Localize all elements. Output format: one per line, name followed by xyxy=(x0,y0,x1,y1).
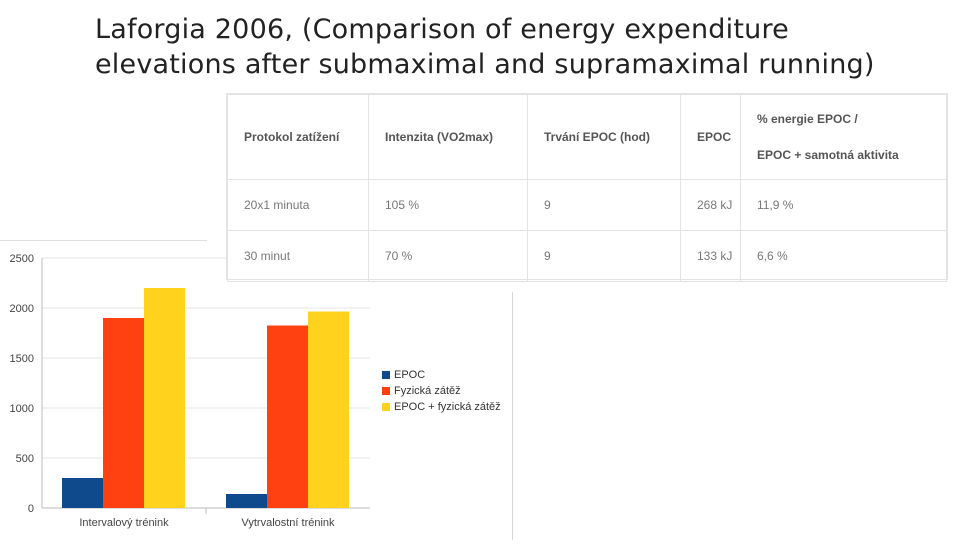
chart-right-divider xyxy=(512,292,513,540)
bar xyxy=(144,288,185,508)
bar xyxy=(226,494,267,508)
cell-epoc: 268 kJ xyxy=(680,179,741,231)
table-row: 30 minut 70 % 9 133 kJ 6,6 % xyxy=(227,230,947,282)
bar xyxy=(62,478,103,508)
cell-intensity: 70 % xyxy=(368,230,528,282)
cell-share: 6,6 % xyxy=(740,230,947,282)
slide-title: Laforgia 2006, (Comparison of energy exp… xyxy=(95,12,935,82)
chart-legend: EPOC Fyzická zátěž EPOC + fyzická zátěž xyxy=(382,367,501,415)
header-share-bottom: EPOC + samotná aktivita xyxy=(757,148,899,162)
header-protocol: Protokol zatížení xyxy=(227,94,369,180)
legend-label-epoc-plus-load: EPOC + fyzická zátěž xyxy=(394,401,501,413)
header-share-top: % energie EPOC / xyxy=(757,112,858,126)
chart-top-divider xyxy=(0,240,207,241)
legend-item-physical-load: Fyzická zátěž xyxy=(382,383,501,399)
y-tick-label: 2000 xyxy=(10,303,34,315)
header-epoc: EPOC xyxy=(680,94,741,180)
y-tick-label: 1500 xyxy=(10,353,34,365)
legend-label-epoc: EPOC xyxy=(394,369,426,381)
bar-chart: 0 500 1000 1500 2000 2500 Intervalový trénink V… xyxy=(10,253,370,529)
bar xyxy=(267,325,308,508)
slide-title-line-2: elevations after submaximal and supramax… xyxy=(95,49,875,80)
cell-protocol: 20x1 minuta xyxy=(227,179,369,231)
cell-epoc: 133 kJ xyxy=(680,230,741,282)
header-duration: Trvání EPOC (hod) xyxy=(527,94,681,180)
header-intensity: Intenzita (VO2max) xyxy=(368,94,528,180)
bar xyxy=(103,318,144,508)
table-header-row: Protokol zatížení Intenzita (VO2max) Trv… xyxy=(227,94,947,180)
legend-swatch-epoc-plus-load xyxy=(382,403,390,411)
x-tick-label: Vytrvalostní trénink xyxy=(241,517,335,529)
cell-intensity: 105 % xyxy=(368,179,528,231)
bar xyxy=(308,311,349,508)
cell-duration: 9 xyxy=(527,179,681,231)
cell-share: 11,9 % xyxy=(740,179,947,231)
bar-chart-panel: 0 500 1000 1500 2000 2500 Intervalový trénink V… xyxy=(0,240,515,540)
x-tick-label: Intervalový trénink xyxy=(79,517,169,529)
y-tick-label: 1000 xyxy=(10,403,34,415)
cell-duration: 9 xyxy=(527,230,681,282)
table-row: 20x1 minuta 105 % 9 268 kJ 11,9 % xyxy=(227,179,947,231)
header-share: % energie EPOC / EPOC + samotná aktivita xyxy=(740,94,947,180)
epoc-table: Protokol zatížení Intenzita (VO2max) Trv… xyxy=(227,94,947,282)
legend-item-epoc: EPOC xyxy=(382,367,501,383)
cell-protocol: 30 minut xyxy=(227,230,369,282)
legend-item-epoc-plus-load: EPOC + fyzická zátěž xyxy=(382,399,501,415)
y-tick-label: 2500 xyxy=(10,253,34,265)
epoc-table-panel: Protokol zatížení Intenzita (VO2max) Trv… xyxy=(226,93,948,282)
y-tick-label: 500 xyxy=(16,453,34,465)
slide-title-line-1: Laforgia 2006, (Comparison of energy exp… xyxy=(95,14,789,45)
legend-swatch-physical-load xyxy=(382,387,390,395)
y-tick-label: 0 xyxy=(28,503,34,515)
legend-swatch-epoc xyxy=(382,371,390,379)
legend-label-physical-load: Fyzická zátěž xyxy=(394,385,461,397)
